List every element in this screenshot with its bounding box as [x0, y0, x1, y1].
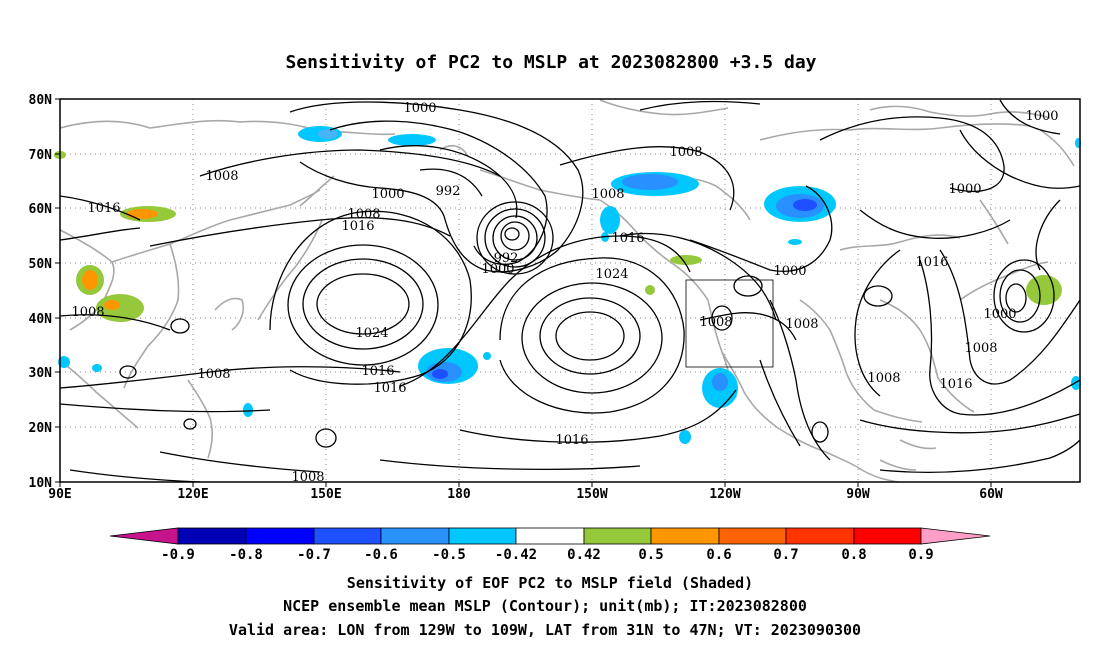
lon-axis: 90E 120E 150E 180 150W 120W 90W 60W [48, 482, 1003, 502]
contour-label: 1000 [773, 264, 806, 279]
valid-area-box [685, 279, 774, 368]
lat-label: 20N [29, 421, 53, 436]
colorbar-label: 0.5 [638, 547, 663, 563]
contour-label: 1008 [867, 371, 900, 386]
lat-label: 70N [29, 148, 53, 163]
map-panel: 1000 1000 1000 1000 1000 1000 1000 992 9… [54, 98, 1081, 485]
mslp-contours [59, 99, 1081, 483]
contour-label: 1008 [197, 367, 230, 382]
colorbar-segment [448, 527, 517, 545]
contour-label: 1008 [591, 187, 624, 202]
colorbar-label: 0.9 [908, 547, 933, 563]
colorbar-segment [583, 527, 652, 545]
contour-label: 1016 [939, 377, 972, 392]
contour-label: 1024 [595, 267, 628, 282]
contour-label: 1000 [371, 187, 404, 202]
lat-label: 60N [29, 202, 53, 217]
lon-label: 60W [979, 487, 1003, 502]
contour-label: 1024 [355, 326, 388, 341]
colorbar-label: 0.42 [567, 547, 601, 563]
lat-label: 50N [29, 257, 53, 272]
colorbar-segment [245, 527, 315, 545]
lon-label: 90E [48, 487, 71, 502]
colorbar-high-triangle [920, 527, 991, 545]
colorbar-label: -0.7 [297, 547, 331, 563]
contour-labels: 1000 1000 1000 1000 1000 1000 1000 992 9… [71, 101, 1058, 485]
lon-label: 150W [576, 487, 607, 502]
contour-label: 1008 [669, 145, 702, 160]
contour-label: 1008 [964, 341, 997, 356]
contour-label: 1016 [555, 433, 588, 448]
colorbar-segment [853, 527, 922, 545]
colorbar-label: 0.7 [773, 547, 798, 563]
map-title: Sensitivity of PC2 to MSLP at 2023082800… [285, 52, 816, 73]
contour-label: 1000 [983, 307, 1016, 322]
contour-label: 1016 [915, 255, 948, 270]
lon-label: 180 [447, 487, 471, 502]
contour-label: 1008 [347, 207, 380, 222]
map-border [59, 98, 1081, 483]
colorbar-low-triangle [109, 527, 179, 545]
colorbar-segment [785, 527, 855, 545]
contour-label: 1008 [205, 169, 238, 184]
contour-label: 1016 [341, 219, 374, 234]
contour-label: 1016 [87, 201, 120, 216]
lon-label: 90W [846, 487, 870, 502]
footer-line-3: Valid area: LON from 129W to 109W, LAT f… [229, 621, 861, 639]
contour-label: 992 [494, 251, 519, 266]
colorbar-segment [313, 527, 382, 545]
lon-label: 120E [177, 487, 208, 502]
lat-label: 30N [29, 366, 53, 381]
colorbar-label: -0.6 [364, 547, 398, 563]
colorbar-label: -0.5 [432, 547, 466, 563]
lon-label: 150E [310, 487, 341, 502]
contour-label: 1008 [71, 305, 104, 320]
sensitivity-shading [54, 126, 1081, 444]
contour-label: 1000 [403, 101, 436, 116]
lat-label: 10N [29, 476, 53, 491]
colorbar-segment [177, 527, 247, 545]
contour-label: 1000 [1025, 109, 1058, 124]
colorbar-label: -0.42 [495, 547, 537, 563]
contour-label: 1000 [481, 262, 514, 277]
contour-label: 1000 [948, 182, 981, 197]
footer-line-2: NCEP ensemble mean MSLP (Contour); unit(… [283, 597, 807, 615]
colorbar-segment [515, 527, 585, 545]
colorbar-segment [380, 527, 450, 545]
coastlines [59, 99, 1075, 483]
contour-label: 1008 [785, 317, 818, 332]
colorbar-label: 0.6 [706, 547, 731, 563]
contour-label: 1016 [373, 381, 406, 396]
contour-label: 1016 [611, 231, 644, 246]
lat-label: 40N [29, 312, 53, 327]
contour-label: 992 [436, 184, 461, 199]
graticule [60, 99, 1080, 482]
contour-label: 1008 [699, 315, 732, 330]
colorbar-label: -0.9 [161, 547, 195, 563]
footer-line-1: Sensitivity of EOF PC2 to MSLP field (Sh… [347, 574, 753, 592]
lon-label: 120W [709, 487, 740, 502]
colorbar: -0.9 -0.8 -0.7 -0.6 -0.5 -0.42 0.42 0.5 … [109, 527, 991, 563]
contour-label: 1016 [361, 364, 394, 379]
colorbar-label: -0.8 [229, 547, 263, 563]
lat-axis: 80N 70N 60N 50N 40N 30N 20N 10N [29, 93, 60, 491]
colorbar-segment [650, 527, 720, 545]
colorbar-segment [718, 527, 787, 545]
lat-label: 80N [29, 93, 53, 108]
colorbar-label: 0.8 [841, 547, 866, 563]
